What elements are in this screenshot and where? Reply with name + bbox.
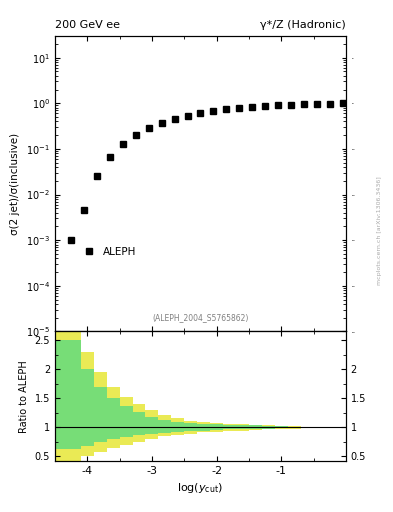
ALEPH	[198, 110, 203, 116]
ALEPH	[211, 108, 216, 114]
ALEPH	[237, 105, 242, 111]
X-axis label: $\log(y_\mathrm{cut})$: $\log(y_\mathrm{cut})$	[178, 481, 223, 495]
ALEPH	[121, 141, 125, 147]
Y-axis label: σ(2 jet)/σ(inclusive): σ(2 jet)/σ(inclusive)	[10, 133, 20, 234]
ALEPH	[146, 125, 151, 132]
ALEPH	[95, 173, 99, 179]
ALEPH	[275, 102, 280, 109]
Legend: ALEPH: ALEPH	[75, 243, 140, 261]
ALEPH	[82, 207, 86, 214]
Y-axis label: Ratio to ALEPH: Ratio to ALEPH	[19, 360, 29, 433]
Text: (ALEPH_2004_S5765862): (ALEPH_2004_S5765862)	[152, 313, 249, 323]
ALEPH	[159, 120, 164, 126]
ALEPH	[250, 104, 255, 110]
ALEPH	[172, 116, 177, 122]
ALEPH	[185, 113, 190, 119]
ALEPH	[314, 101, 319, 107]
ALEPH	[108, 154, 112, 160]
ALEPH	[301, 101, 306, 108]
Text: 200 GeV ee: 200 GeV ee	[55, 20, 120, 30]
ALEPH	[69, 237, 73, 243]
ALEPH	[134, 132, 138, 138]
Line: ALEPH: ALEPH	[68, 100, 345, 243]
ALEPH	[340, 100, 345, 106]
Text: γ*/Z (Hadronic): γ*/Z (Hadronic)	[260, 20, 346, 30]
Text: mcplots.cern.ch [arXiv:1306.3436]: mcplots.cern.ch [arXiv:1306.3436]	[377, 176, 382, 285]
ALEPH	[288, 102, 293, 108]
ALEPH	[327, 100, 332, 106]
ALEPH	[224, 106, 229, 113]
ALEPH	[263, 103, 267, 109]
